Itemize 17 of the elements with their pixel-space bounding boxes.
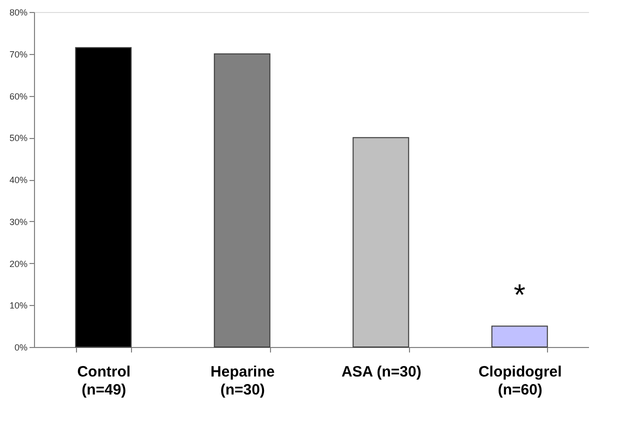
bar — [491, 326, 548, 348]
y-tick-label: 30% — [9, 216, 28, 227]
y-tick-label: 70% — [9, 49, 28, 60]
y-tick-label: 80% — [9, 8, 28, 18]
y-tick-label: 40% — [9, 175, 28, 185]
x-tick-label: Heparine (n=30) — [210, 364, 275, 398]
y-tick-label: 10% — [9, 300, 28, 311]
x-tick-label: Clopidogrel (n=60) — [478, 364, 562, 398]
x-tick-label: ASA (n=30) — [341, 364, 422, 380]
y-tick-label: 0% — [14, 342, 28, 352]
y-tick-label: 50% — [9, 133, 28, 144]
annotation: * — [514, 279, 526, 312]
bar — [75, 47, 132, 348]
bar — [352, 137, 410, 348]
y-tick-label: 20% — [9, 258, 28, 269]
y-tick-label: 60% — [9, 91, 28, 102]
x-tick-label: Control (n=49) — [77, 364, 131, 398]
